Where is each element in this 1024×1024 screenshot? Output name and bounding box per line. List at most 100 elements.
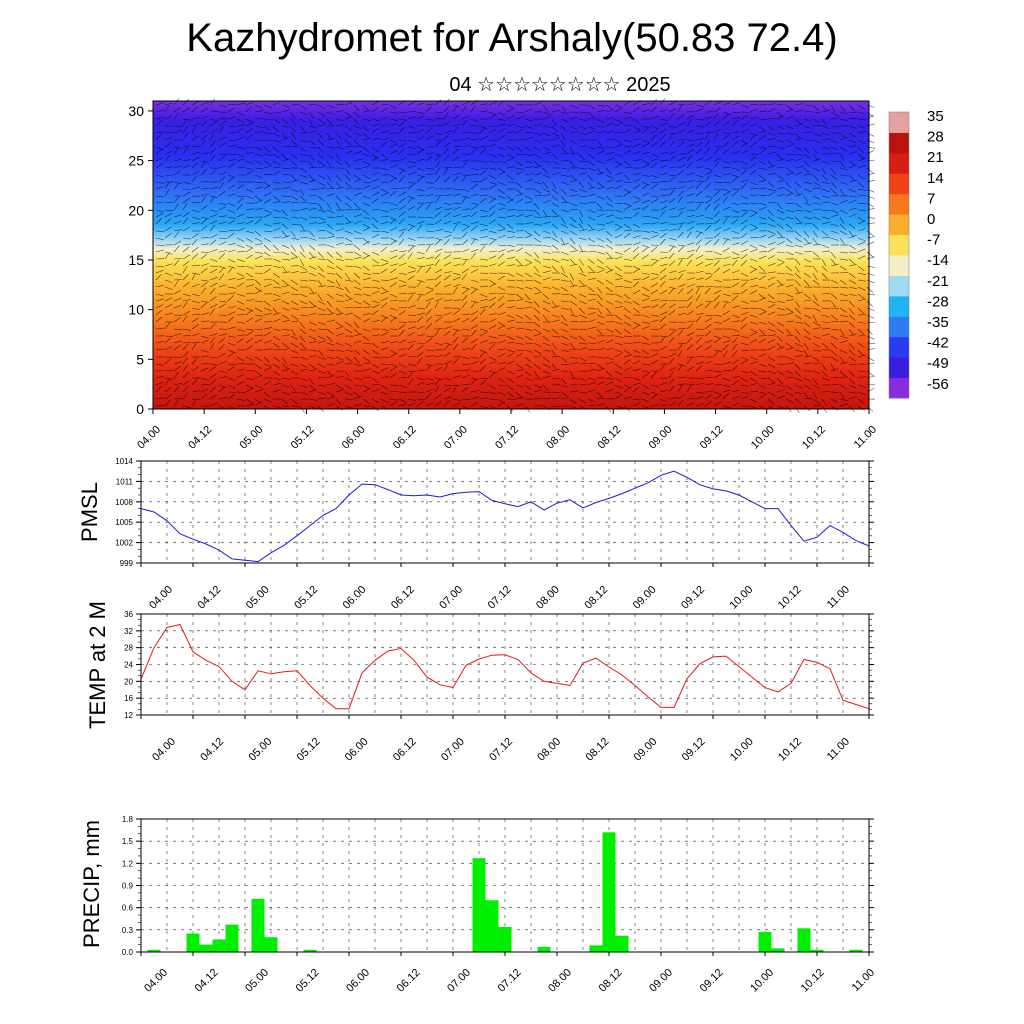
temp-ytick-label: 32 — [124, 627, 133, 636]
colorbar-segment — [889, 377, 909, 399]
cross-section-ytick-label: 15 — [128, 252, 144, 268]
colorbar-segment — [889, 357, 909, 379]
wind-barbs — [155, 98, 876, 413]
precip-xtick-label: 09.00 — [647, 967, 675, 995]
colorbar-segment — [889, 295, 909, 317]
precip-bar — [212, 939, 226, 952]
temp-xtick-label: 08.00 — [535, 736, 563, 764]
colorbar-label: -14 — [927, 252, 949, 269]
precip-ytick-label: 0.0 — [122, 948, 134, 957]
pmsl-xtick-label: 07.00 — [437, 584, 465, 612]
pmsl-xtick-label: 05.00 — [244, 584, 272, 612]
precip-xtick-label: 05.00 — [243, 967, 271, 995]
cross-section-xtick-label: 07.12 — [493, 424, 521, 452]
colorbar-label: -7 — [927, 232, 940, 249]
pmsl-xtick-label: 10.12 — [776, 584, 804, 612]
cross-section-xtick-label: 08.00 — [544, 424, 572, 452]
cross-section-ytick-label: 20 — [128, 202, 144, 218]
precip-bar — [186, 933, 200, 952]
precip-bar — [797, 928, 811, 952]
pmsl-xtick-label: 04.00 — [147, 584, 175, 612]
cross-section-xtick-label: 11.00 — [852, 424, 879, 451]
temp-grid — [140, 614, 870, 715]
cross-section-ytick-label: 30 — [128, 103, 144, 119]
precip-bar — [771, 948, 785, 952]
precip-ytick-label: 1.8 — [122, 815, 134, 824]
pmsl-ytick-label: 1008 — [115, 498, 133, 507]
temp-ytick-label: 24 — [124, 661, 133, 670]
precip-bar — [264, 937, 278, 952]
precip-bar — [251, 898, 265, 952]
colorbar-label: -49 — [927, 355, 949, 372]
precip-bar — [589, 945, 603, 952]
precip-xtick-label: 06.12 — [395, 967, 423, 995]
precip-bar — [485, 900, 499, 952]
cross-section-ytick-label: 5 — [136, 351, 144, 367]
precip-bar — [537, 946, 551, 952]
colorbar-segment — [889, 275, 909, 297]
precip-ytick-label: 1.2 — [122, 859, 134, 868]
cross-section-xtick-label: 05.12 — [289, 424, 317, 452]
pmsl-series-line — [140, 470, 870, 563]
temp-ytick-label: 28 — [124, 644, 133, 653]
temp-xtick-label: 04.12 — [198, 736, 226, 764]
colorbar-label: -42 — [927, 335, 949, 352]
colorbar-label: -21 — [927, 273, 949, 290]
colorbar-label: -35 — [927, 314, 949, 331]
precip-ytick-label: 1.5 — [122, 837, 134, 846]
colorbar-segment — [889, 336, 909, 358]
cross-section-xtick-label: 10.12 — [800, 424, 828, 452]
cross-section-xtick-label: 10.00 — [749, 424, 777, 452]
cross-section-ytick-label: 0 — [136, 401, 144, 417]
colorbar-label: -56 — [927, 376, 949, 393]
precip-xtick-label: 05.12 — [294, 967, 322, 995]
colorbar-segment — [889, 234, 909, 256]
precip-xtick-label: 09.12 — [698, 967, 726, 995]
precip-xtick-label: 11.00 — [850, 967, 877, 994]
pmsl-ytick-label: 1011 — [116, 477, 134, 486]
precip-bar — [498, 926, 512, 952]
temp-xtick-label: 09.12 — [680, 736, 708, 764]
cross-section-field — [153, 101, 869, 409]
precip-xtick-label: 10.00 — [748, 967, 776, 995]
temp-xtick-label: 07.00 — [439, 736, 467, 764]
temp-xtick-label: 10.12 — [776, 736, 804, 764]
precip-bar — [225, 924, 239, 952]
colorbar-label: 14 — [927, 170, 944, 187]
temp-series-line — [140, 623, 870, 710]
colorbar-segment — [889, 152, 909, 174]
chart-subtitle: 04 ☆☆☆☆☆☆☆☆ 2025 — [449, 74, 671, 96]
colorbar-label: 35 — [927, 108, 944, 125]
pmsl-xtick-label: 04.12 — [196, 584, 224, 612]
cross-section-xtick-label: 06.00 — [340, 424, 368, 452]
temp-xtick-label: 11.00 — [825, 736, 852, 763]
precip-xtick-label: 08.12 — [597, 967, 625, 995]
precip-bar — [602, 832, 616, 952]
colorbar-segment — [889, 214, 909, 236]
cross-section-xtick-label: 09.12 — [698, 424, 726, 452]
cross-section-xtick-label: 09.00 — [647, 424, 675, 452]
precip-bar — [615, 935, 629, 952]
cross-section-ytick-label: 10 — [128, 302, 144, 318]
colorbar-label: 28 — [927, 129, 944, 146]
pmsl-xtick-label: 06.00 — [341, 584, 369, 612]
temp-xtick-label: 09.00 — [632, 736, 660, 764]
pmsl-xtick-label: 06.12 — [389, 584, 417, 612]
pmsl-xtick-label: 08.12 — [582, 584, 610, 612]
cross-section-ytick-label: 25 — [128, 153, 144, 169]
temp-ytick-label: 20 — [124, 677, 133, 686]
cross-section-xtick-label: 04.00 — [135, 424, 163, 452]
temp-xtick-label: 06.12 — [391, 736, 419, 764]
precip-bar — [472, 858, 486, 952]
colorbar-label: 7 — [927, 190, 935, 207]
colorbar-segment — [889, 112, 909, 133]
temp-xtick-label: 10.00 — [728, 736, 756, 764]
temp-ytick-label: 36 — [124, 610, 133, 619]
precip-xtick-label: 10.12 — [799, 967, 827, 995]
temp-ytick-label: 12 — [124, 711, 133, 720]
temp-xtick-label: 08.12 — [583, 736, 611, 764]
colorbar-segment — [889, 255, 909, 276]
precip-xtick-label: 07.12 — [496, 967, 524, 995]
pmsl-ytick-label: 999 — [120, 559, 134, 568]
